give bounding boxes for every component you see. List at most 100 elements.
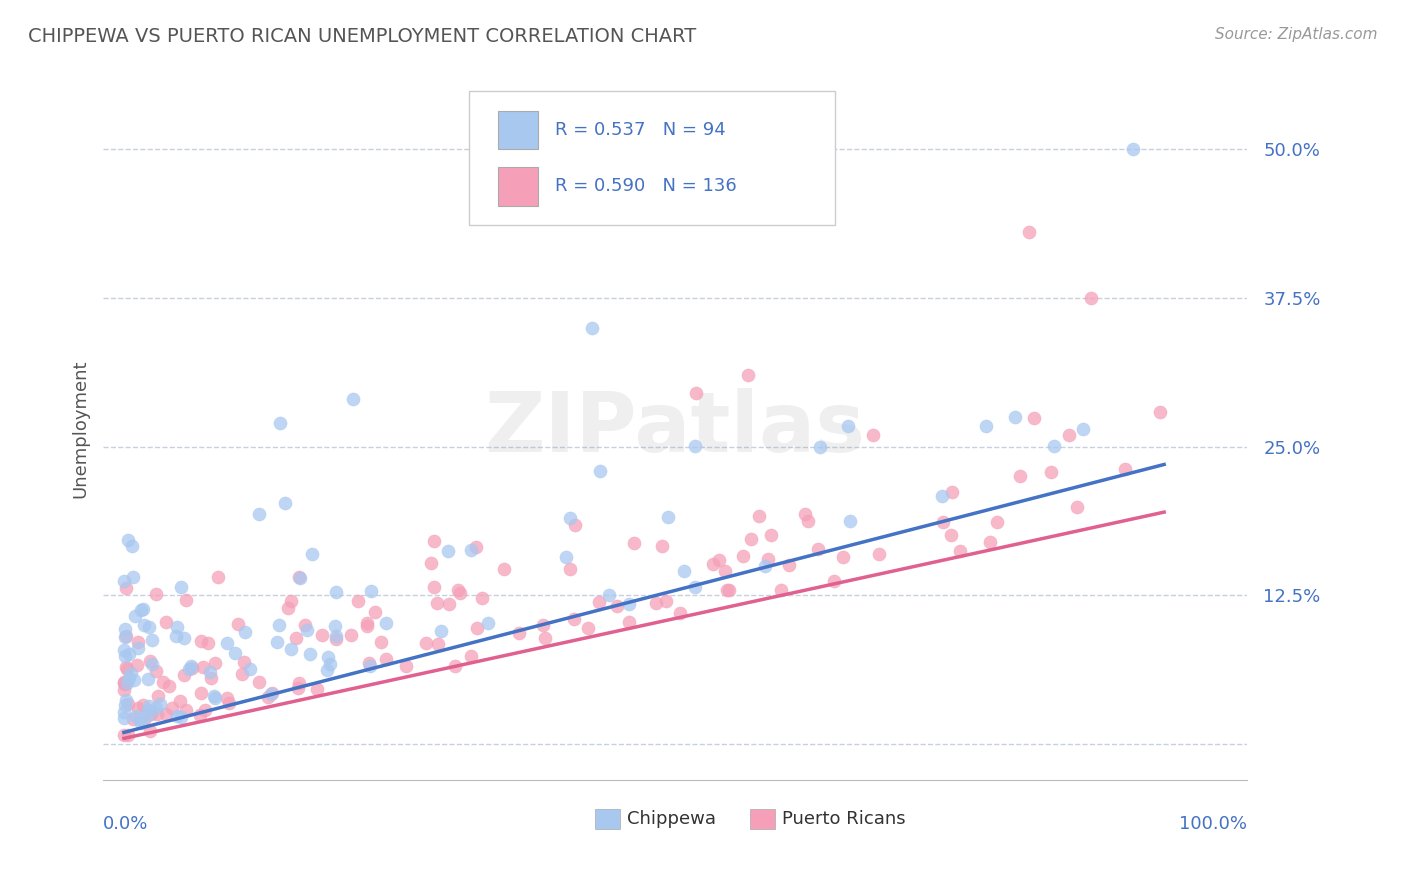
Point	[285, 631, 308, 645]
FancyBboxPatch shape	[470, 92, 835, 225]
Point	[204, 656, 226, 670]
Point	[112, 728, 135, 742]
Point	[127, 635, 149, 649]
Point	[118, 648, 141, 662]
Text: Chippewa: Chippewa	[627, 810, 716, 828]
Point	[112, 675, 135, 690]
Point	[132, 602, 155, 616]
Bar	[595, 809, 620, 829]
Point	[114, 698, 136, 712]
Point	[114, 630, 136, 644]
Point	[112, 574, 135, 589]
Point	[617, 597, 640, 611]
Point	[465, 541, 488, 555]
Point	[949, 543, 972, 558]
Point	[128, 712, 150, 726]
Point	[702, 557, 724, 571]
Point	[190, 633, 212, 648]
Point	[204, 690, 226, 705]
Point	[174, 703, 197, 717]
Point	[932, 515, 955, 529]
Point	[939, 528, 962, 542]
Point	[709, 553, 731, 567]
Point	[280, 642, 302, 657]
Point	[1071, 421, 1094, 435]
Point	[1018, 225, 1040, 239]
Point	[165, 629, 187, 643]
Point	[761, 528, 783, 542]
Point	[215, 690, 238, 705]
Point	[114, 677, 136, 691]
Point	[127, 641, 149, 656]
Point	[294, 618, 316, 632]
Point	[226, 617, 249, 632]
Point	[831, 549, 853, 564]
Point	[685, 580, 707, 594]
Point	[325, 632, 347, 647]
Point	[737, 368, 759, 383]
Point	[460, 543, 482, 558]
Text: R = 0.590   N = 136: R = 0.590 N = 136	[555, 178, 737, 195]
Point	[132, 698, 155, 712]
Point	[325, 629, 347, 643]
Point	[145, 664, 167, 678]
Point	[754, 559, 776, 574]
Point	[127, 701, 149, 715]
Point	[136, 673, 159, 687]
Point	[323, 618, 346, 632]
Point	[1122, 142, 1144, 156]
Point	[207, 570, 229, 584]
Point	[155, 706, 177, 721]
Point	[146, 706, 169, 721]
Point	[132, 618, 155, 632]
Point	[129, 716, 152, 731]
Text: ZIPatlas: ZIPatlas	[485, 388, 866, 469]
Point	[444, 659, 467, 673]
Point	[346, 594, 368, 608]
Point	[112, 642, 135, 657]
Point	[218, 696, 240, 710]
Point	[437, 598, 460, 612]
Point	[471, 591, 494, 605]
Point	[423, 534, 446, 549]
Point	[342, 392, 364, 406]
Point	[124, 608, 146, 623]
Point	[157, 679, 180, 693]
Point	[169, 580, 191, 594]
Point	[374, 652, 396, 666]
Point	[1066, 500, 1088, 515]
Point	[823, 574, 845, 588]
Point	[426, 638, 449, 652]
Point	[770, 582, 793, 597]
Point	[868, 547, 890, 561]
Point	[217, 636, 239, 650]
Point	[233, 656, 256, 670]
Point	[1024, 411, 1046, 425]
Point	[716, 583, 738, 598]
Y-axis label: Unemployment: Unemployment	[72, 359, 89, 498]
Point	[986, 515, 1008, 529]
Bar	[498, 167, 538, 206]
Point	[554, 550, 576, 565]
Point	[139, 723, 162, 738]
Point	[325, 584, 347, 599]
Point	[239, 662, 262, 676]
Point	[976, 418, 998, 433]
Point	[1114, 462, 1136, 476]
Point	[808, 441, 831, 455]
Point	[301, 547, 323, 561]
Point	[114, 649, 136, 664]
Point	[138, 698, 160, 713]
Point	[155, 615, 177, 629]
Point	[623, 535, 645, 549]
Point	[581, 320, 603, 334]
Point	[122, 569, 145, 583]
Point	[1042, 439, 1064, 453]
Point	[181, 661, 204, 675]
Point	[558, 511, 581, 525]
Text: Puerto Ricans: Puerto Ricans	[782, 810, 905, 828]
Point	[492, 562, 515, 576]
Point	[169, 694, 191, 708]
Point	[267, 618, 290, 632]
Point	[758, 552, 780, 566]
